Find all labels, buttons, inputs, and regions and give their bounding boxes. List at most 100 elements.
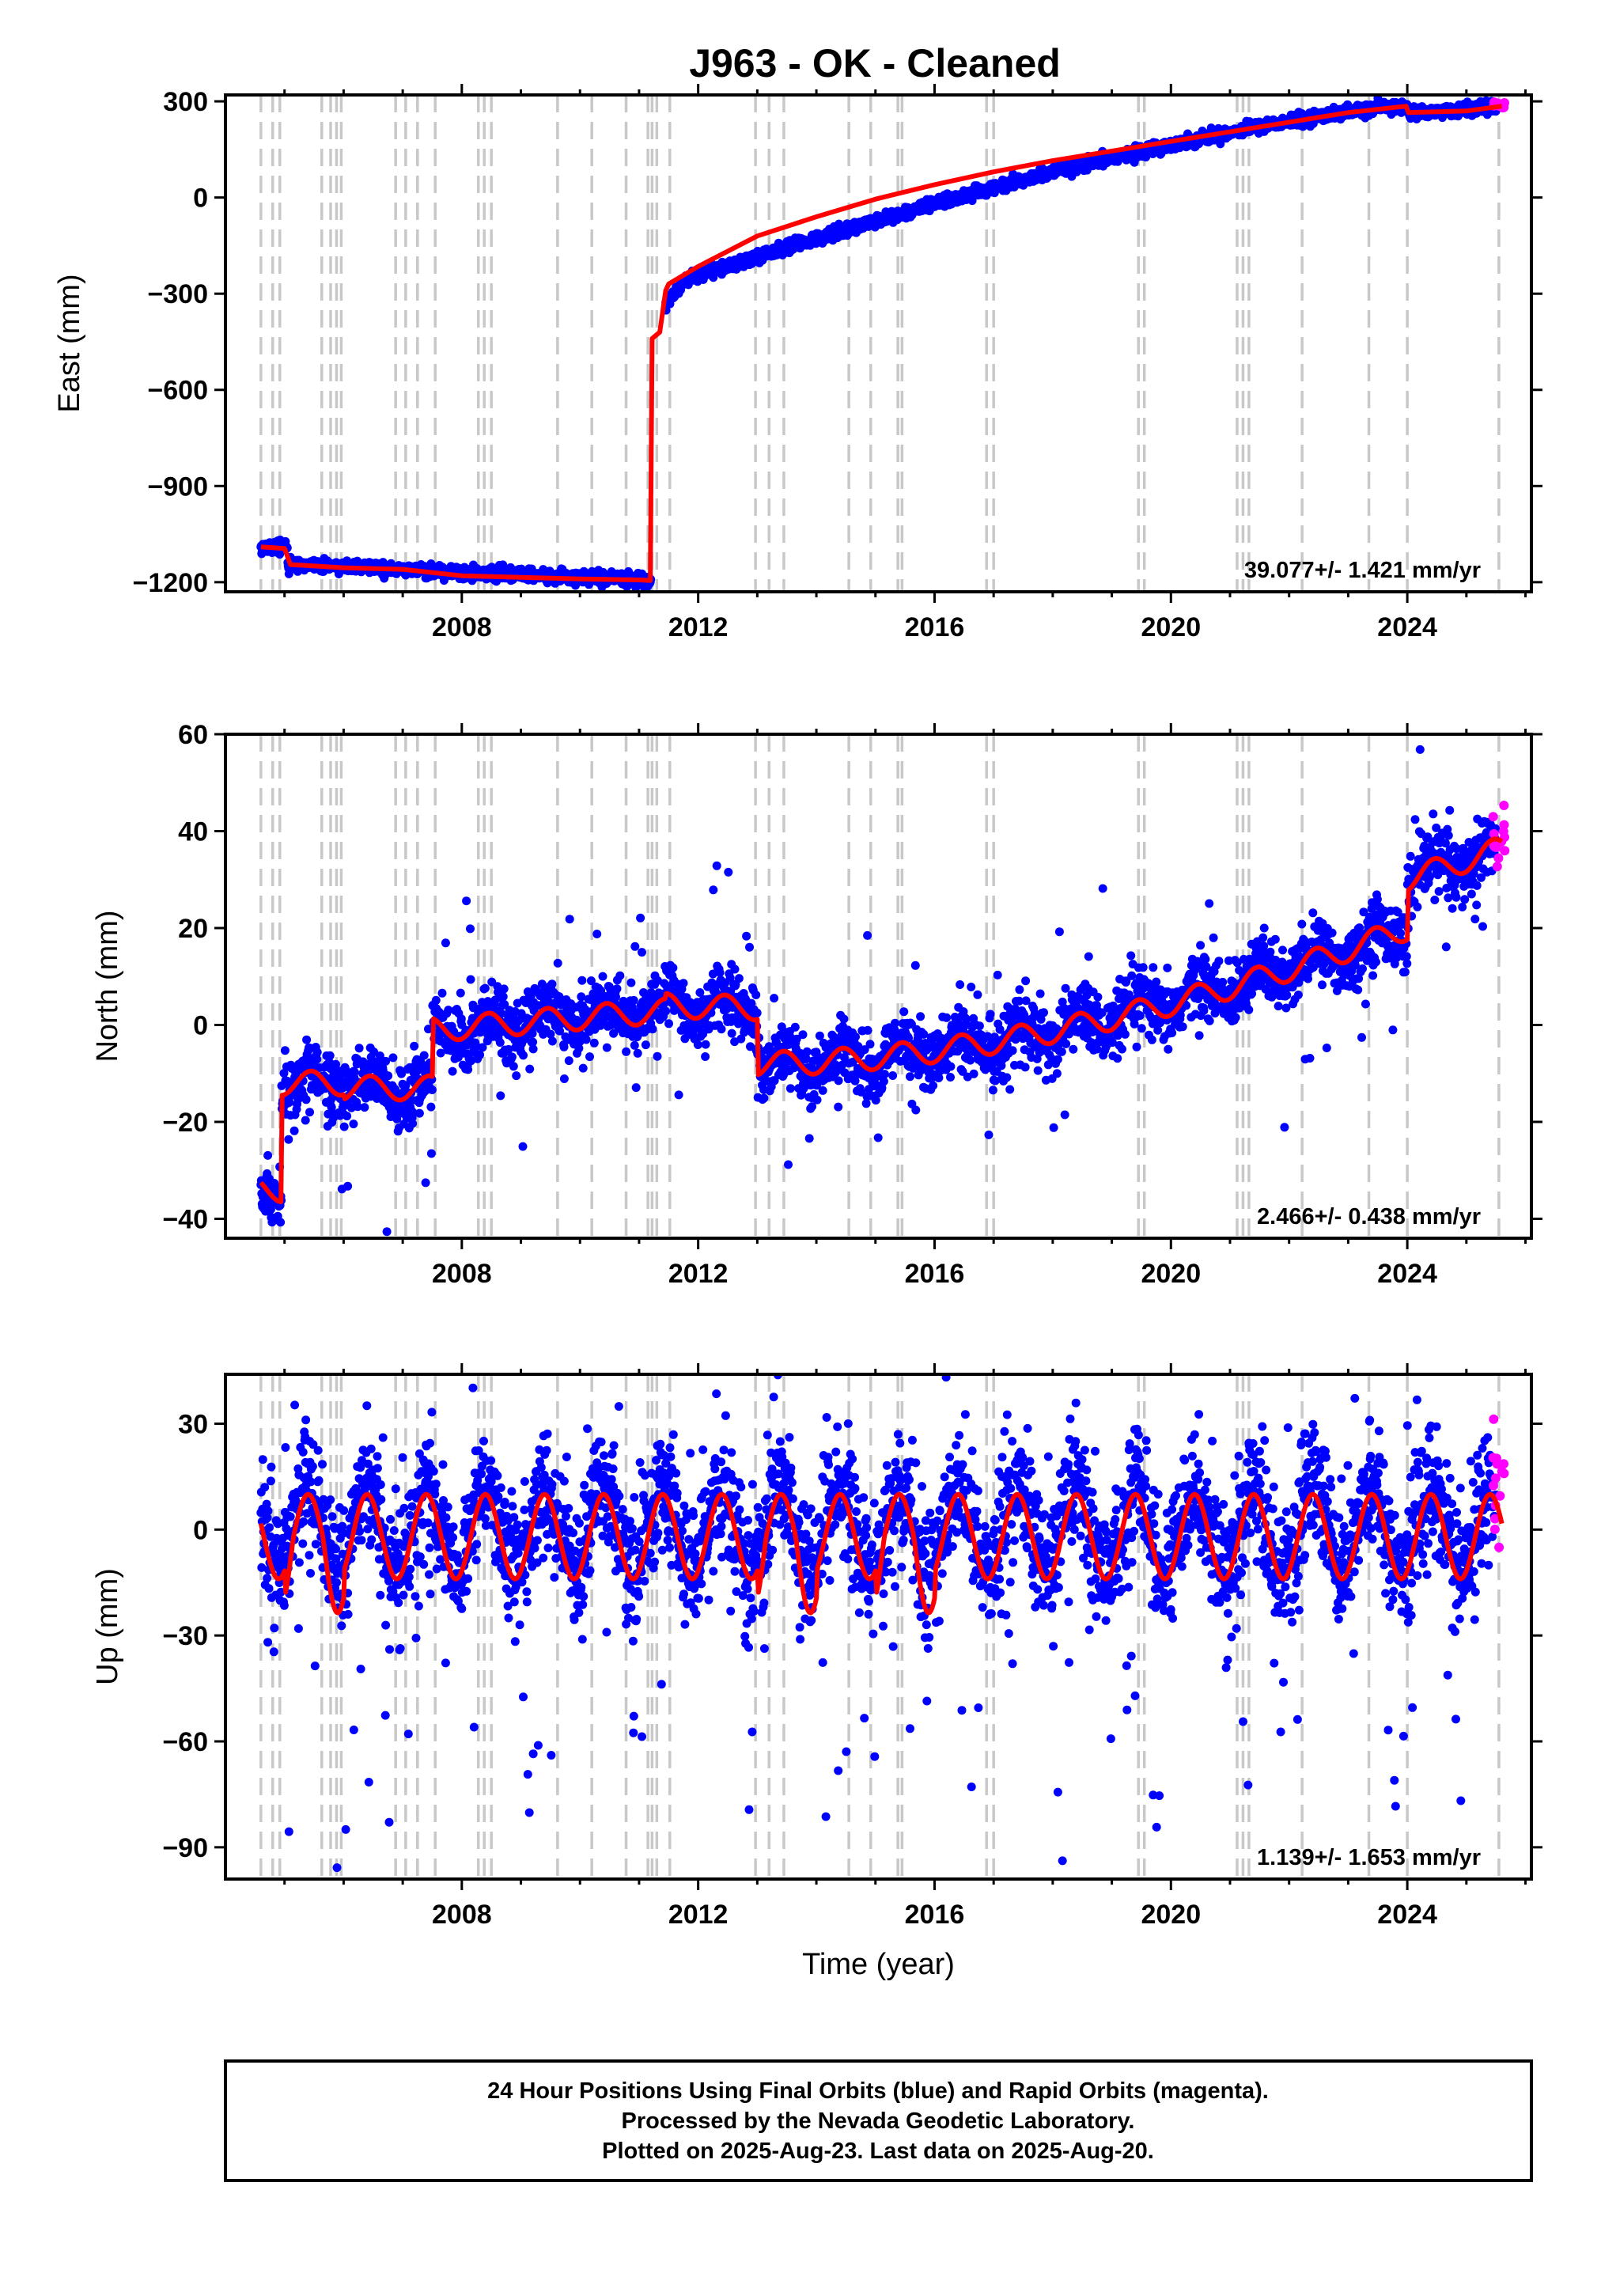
- data-point: [598, 972, 607, 981]
- data-point: [496, 1091, 505, 1101]
- data-point: [564, 1056, 573, 1066]
- data-point: [701, 1040, 710, 1049]
- data-point: [464, 1065, 473, 1074]
- data-point: [397, 1069, 406, 1078]
- x-tick-label: 2020: [1141, 612, 1201, 642]
- data-point: [528, 1044, 538, 1054]
- data-point: [577, 992, 586, 1002]
- data-point: [408, 1119, 418, 1128]
- data-point: [693, 1040, 702, 1049]
- data-point: [279, 1069, 289, 1078]
- data-point: [565, 915, 574, 924]
- data-point: [873, 1133, 883, 1142]
- y-tick-label: 0: [193, 184, 208, 214]
- data-point: [592, 930, 602, 938]
- data-point: [431, 995, 441, 1005]
- x-tick-label: 2016: [905, 612, 965, 642]
- data-point: [724, 867, 733, 877]
- data-point: [851, 1032, 860, 1041]
- data-point: [424, 1025, 433, 1034]
- data-point: [369, 1048, 379, 1056]
- data-point: [559, 1042, 569, 1051]
- data-point: [466, 975, 475, 984]
- data-point: [630, 1040, 639, 1050]
- east-panel: 2008 2012 2016 2020 20243000−300−600−900−120…: [53, 84, 1542, 642]
- data-point: [312, 1055, 322, 1064]
- data-point: [301, 1116, 310, 1125]
- data-point: [546, 1029, 555, 1039]
- data-point: [627, 1002, 637, 1012]
- data-point: [555, 1026, 565, 1036]
- data-point: [727, 1029, 736, 1038]
- data-point: [630, 942, 640, 951]
- data-point: [674, 1090, 683, 1100]
- data-point: [343, 1181, 353, 1191]
- data-point: [305, 1108, 314, 1117]
- data-point: [528, 1037, 538, 1047]
- data-point: [384, 1071, 393, 1081]
- y-tick-label: −1200: [133, 568, 209, 598]
- data-point: [715, 968, 725, 977]
- data-point: [834, 1076, 843, 1085]
- data-point: [392, 1114, 402, 1123]
- data-point: [577, 976, 587, 985]
- data-point: [327, 1103, 336, 1112]
- data-point: [653, 976, 662, 985]
- data-point: [301, 1095, 311, 1104]
- data-point: [585, 1052, 594, 1062]
- data-point: [325, 1051, 335, 1060]
- data-point: [302, 1035, 312, 1044]
- data-point: [456, 988, 465, 998]
- data-point: [353, 1102, 362, 1112]
- x-tick-label: 2008: [432, 612, 492, 642]
- data-point: [888, 1071, 898, 1080]
- data-point: [631, 1083, 641, 1093]
- data-point: [349, 1120, 358, 1129]
- data-point: [427, 1085, 437, 1094]
- data-point: [528, 1029, 537, 1038]
- data-point: [633, 1048, 642, 1058]
- data-point: [480, 983, 490, 993]
- data-point: [638, 948, 646, 957]
- plot-area: [256, 734, 1510, 1270]
- data-point: [290, 1126, 299, 1135]
- data-point: [622, 1047, 631, 1056]
- data-point: [574, 1044, 584, 1053]
- data-point: [512, 1071, 521, 1081]
- data-point: [880, 1070, 889, 1079]
- data-point: [742, 931, 751, 941]
- final-orbit-points: [256, 744, 1501, 1270]
- data-point: [863, 1025, 872, 1035]
- data-point: [751, 991, 761, 999]
- data-point: [648, 1025, 657, 1034]
- data-point: [553, 958, 562, 968]
- data-point: [478, 1043, 487, 1052]
- data-point: [381, 1056, 391, 1066]
- data-point: [499, 984, 509, 994]
- data-point: [343, 1112, 352, 1121]
- data-point: [509, 1062, 518, 1071]
- data-point: [818, 1085, 827, 1095]
- data-point: [475, 1050, 485, 1059]
- data-point: [863, 930, 872, 940]
- data-point: [409, 1108, 418, 1118]
- x-tick-label: 2012: [668, 612, 729, 642]
- data-point: [629, 995, 638, 1005]
- data-point: [273, 1261, 282, 1270]
- data-point: [626, 978, 636, 987]
- data-point: [734, 974, 744, 983]
- data-point: [679, 979, 688, 988]
- y-tick-label: −300: [147, 279, 208, 309]
- data-point: [414, 1108, 424, 1118]
- data-point: [360, 1103, 369, 1112]
- data-point: [375, 1051, 384, 1060]
- final-orbit-points: [256, 95, 1501, 592]
- data-point: [421, 1178, 430, 1188]
- y-axis-label: East (mm): [53, 274, 86, 412]
- data-point: [612, 984, 622, 994]
- data-point: [770, 994, 779, 1003]
- data-point: [547, 979, 557, 989]
- data-point: [701, 1052, 710, 1061]
